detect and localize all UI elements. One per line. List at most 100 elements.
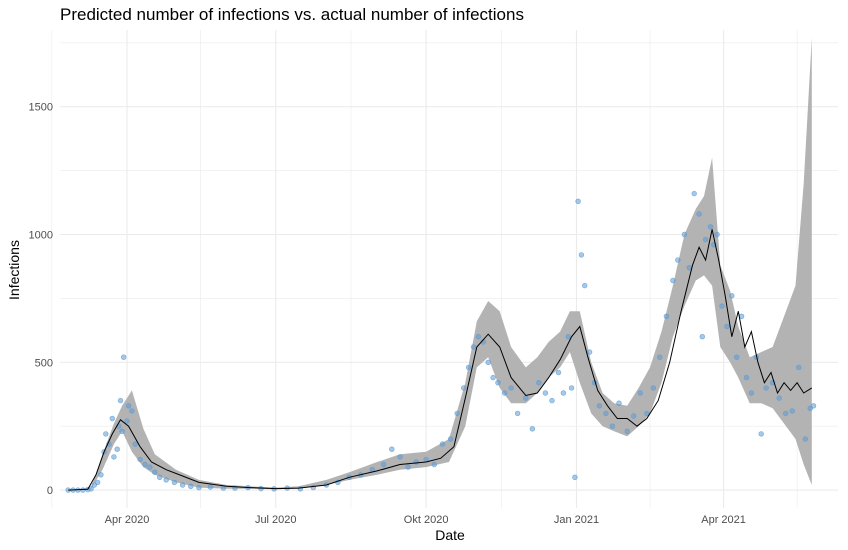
x-tick-label: Apr 2020 xyxy=(105,514,150,526)
actual-infection-point xyxy=(549,397,555,404)
actual-infection-point xyxy=(413,459,419,465)
actual-infection-point xyxy=(508,385,514,391)
actual-infection-point xyxy=(111,454,117,460)
actual-infection-point xyxy=(188,483,194,489)
actual-infection-point xyxy=(572,474,578,480)
y-tick-label: 0 xyxy=(47,485,53,497)
actual-infection-point xyxy=(714,231,720,238)
actual-infection-point xyxy=(397,454,403,460)
actual-infection-point xyxy=(776,395,782,401)
actual-infection-point xyxy=(782,410,789,417)
actual-infection-point xyxy=(733,354,740,360)
actual-infection-point xyxy=(119,428,125,434)
actual-infection-point xyxy=(586,349,593,355)
y-axis-title: Infections xyxy=(6,240,22,300)
actual-infection-point xyxy=(596,403,603,409)
x-tick-label: Jan 2021 xyxy=(554,514,599,526)
y-tick-label: 1000 xyxy=(29,229,53,241)
actual-infection-point xyxy=(439,441,446,447)
actual-infection-point xyxy=(748,390,755,396)
actual-infection-point xyxy=(98,472,104,478)
actual-infection-point xyxy=(696,211,702,217)
actual-infection-point xyxy=(389,446,395,452)
actual-infection-point xyxy=(789,408,795,414)
actual-infection-point xyxy=(681,231,688,238)
actual-infection-point xyxy=(405,464,411,470)
actual-infection-point xyxy=(560,390,567,396)
actual-infection-point xyxy=(147,464,153,470)
actual-infection-point xyxy=(495,380,501,386)
actual-infection-point xyxy=(380,461,387,468)
actual-infection-point xyxy=(650,385,656,391)
actual-infection-point xyxy=(729,293,735,299)
predicted-infections-line xyxy=(68,229,813,491)
actual-infection-point xyxy=(644,410,650,417)
prediction-interval-band xyxy=(68,37,812,491)
actual-infection-point xyxy=(663,313,670,319)
actual-infection-point xyxy=(461,385,467,391)
actual-infection-point xyxy=(109,415,116,422)
actual-infection-point xyxy=(670,277,676,284)
actual-infection-point xyxy=(565,334,571,340)
actual-infection-point xyxy=(163,477,169,483)
actual-infection-point xyxy=(125,403,132,409)
actual-infection-point xyxy=(691,190,697,197)
actual-infection-point xyxy=(94,479,101,486)
actual-infection-point xyxy=(297,486,303,492)
actual-infection-point xyxy=(485,359,491,365)
actual-infection-point xyxy=(555,369,562,376)
actual-infection-point xyxy=(470,344,477,350)
actual-infection-point xyxy=(609,423,616,429)
actual-infection-point xyxy=(142,461,148,468)
actual-infection-point xyxy=(114,446,120,452)
actual-infection-point xyxy=(117,397,124,404)
actual-infection-point xyxy=(490,374,496,381)
actual-infection-point xyxy=(702,236,709,243)
actual-infection-point xyxy=(743,374,750,381)
actual-infection-point xyxy=(196,484,202,491)
actual-infection-point xyxy=(124,418,130,424)
actual-infection-point xyxy=(132,441,138,447)
actual-infection-point xyxy=(719,303,725,309)
actual-infection-point xyxy=(171,479,178,486)
actual-infection-point xyxy=(514,410,521,417)
actual-infection-point xyxy=(431,461,437,468)
actual-infection-point xyxy=(657,354,663,360)
actual-infection-point xyxy=(630,413,637,419)
actual-infection-point xyxy=(616,400,622,406)
actual-infection-point xyxy=(523,395,529,401)
actual-infection-point xyxy=(157,474,163,480)
chart-title: Predicted number of infections vs. actua… xyxy=(60,5,524,24)
actual-infection-point xyxy=(501,390,508,396)
actual-infection-point xyxy=(802,436,808,442)
actual-infection-point xyxy=(465,364,472,371)
actual-infection-point xyxy=(475,334,482,340)
prediction-line-layer xyxy=(68,229,813,491)
actual-infection-point xyxy=(88,486,94,492)
actual-infection-point xyxy=(207,484,214,490)
x-axis-title: Date xyxy=(435,527,465,543)
actual-infection-point xyxy=(103,431,109,437)
y-tick-label: 500 xyxy=(35,357,53,369)
actual-infection-point xyxy=(542,390,549,396)
actual-infection-point xyxy=(575,198,581,205)
actual-infection-point xyxy=(578,252,585,258)
actual-infection-point xyxy=(624,428,630,434)
actual-infection-point xyxy=(675,257,681,263)
actual-infection-point xyxy=(707,224,714,230)
x-tick-label: Apr 2021 xyxy=(701,514,746,526)
actual-infection-point xyxy=(454,410,460,417)
actual-infection-point xyxy=(758,431,764,437)
actual-infection-point xyxy=(152,469,158,475)
actual-infection-point xyxy=(568,385,575,391)
actual-infection-point xyxy=(447,436,454,442)
tick-labels: 0 500 1000 1500 Apr 2020 Jul 2020 Okt 2020 Jan … xyxy=(29,102,746,526)
actual-infection-point xyxy=(810,403,817,409)
actual-infection-point xyxy=(129,408,135,414)
actual-infection-point xyxy=(796,364,802,371)
actual-infection-point xyxy=(179,482,186,488)
y-tick-label: 1500 xyxy=(29,102,53,114)
actual-infection-point xyxy=(536,380,542,386)
actual-infection-point xyxy=(581,282,588,289)
